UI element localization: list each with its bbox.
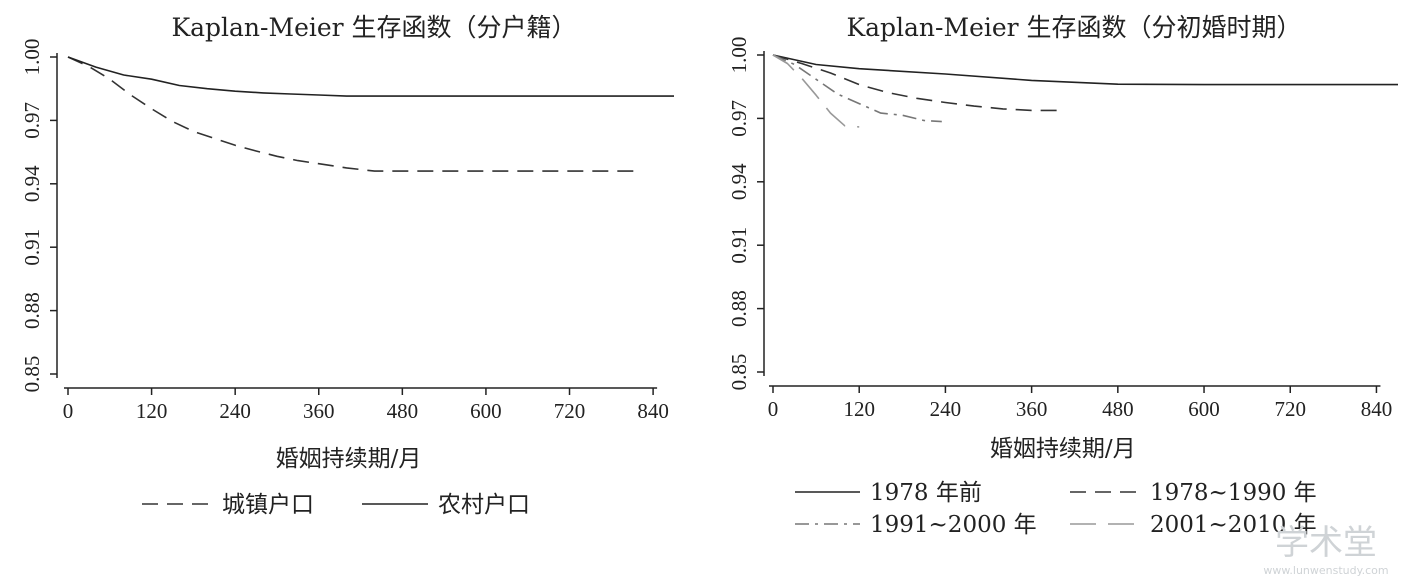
series-line-1 xyxy=(67,56,674,97)
watermark-main: 学术堂 xyxy=(1275,523,1377,563)
x-tick-label: 0 xyxy=(768,397,779,421)
x-tick-label: 120 xyxy=(843,397,875,421)
y-tick-label: 0.91 xyxy=(20,229,44,266)
y-tick-label: 1.00 xyxy=(20,39,44,76)
x-tick-label: 240 xyxy=(930,397,962,421)
y-tick-label: 0.91 xyxy=(727,227,751,264)
y-tick-label: 0.94 xyxy=(727,163,751,200)
watermark-url: www.lunwenstudy.com xyxy=(1263,564,1388,577)
y-tick-label: 0.97 xyxy=(20,102,44,139)
x-tick-label: 840 xyxy=(637,399,669,423)
x-tick-label: 480 xyxy=(1102,397,1134,421)
left-chart: Kaplan-Meier 生存函数（分户籍） 0.85 0.88 0.91 0.94 0.… xyxy=(20,13,674,518)
x-tick-label: 360 xyxy=(303,399,335,423)
x-tick-label: 720 xyxy=(554,399,586,423)
y-tick-label: 1.00 xyxy=(727,37,751,74)
x-axis-label: 婚姻持续期/月 xyxy=(990,436,1136,462)
y-tick-label: 0.85 xyxy=(727,354,751,391)
legend-label-3: 2001~2010 年 xyxy=(1150,512,1317,538)
y-tick-label: 0.94 xyxy=(20,165,44,202)
y-tick-label: 0.97 xyxy=(727,100,751,137)
legend-label-0: 1978 年前 xyxy=(870,480,982,506)
right-chart: Kaplan-Meier 生存函数（分初婚时期） 0.85 0.88 0.91 0.94… xyxy=(727,13,1398,538)
series-line-0 xyxy=(67,56,640,172)
x-tick-label: 0 xyxy=(63,399,74,423)
series-line-2 xyxy=(772,54,942,123)
x-tick-label: 840 xyxy=(1361,397,1393,421)
y-tick-label: 0.88 xyxy=(20,292,44,329)
chart-title: Kaplan-Meier 生存函数（分户籍） xyxy=(171,13,576,42)
legend-label-1: 1978~1990 年 xyxy=(1150,480,1317,506)
legend-label-2: 1991~2000 年 xyxy=(870,512,1037,538)
x-tick-label: 360 xyxy=(1016,397,1048,421)
y-tick-label: 0.88 xyxy=(727,290,751,327)
x-tick-label: 240 xyxy=(219,399,251,423)
series-line-0 xyxy=(772,54,1398,86)
x-tick-label: 120 xyxy=(136,399,168,423)
x-tick-label: 480 xyxy=(387,399,419,423)
y-tick-label: 0.85 xyxy=(20,356,44,393)
legend-label-1: 农村户口 xyxy=(438,492,530,518)
legend-label-0: 城镇户口 xyxy=(222,492,314,518)
x-tick-label: 600 xyxy=(470,399,502,423)
x-tick-label: 600 xyxy=(1188,397,1220,421)
chart-title: Kaplan-Meier 生存函数（分初婚时期） xyxy=(846,13,1301,42)
watermark: 学术堂 www.lunwenstudy.com xyxy=(1263,523,1388,577)
series-line-3 xyxy=(772,54,860,128)
series-line-1 xyxy=(772,54,1057,112)
x-tick-label: 720 xyxy=(1274,397,1306,421)
x-axis-label: 婚姻持续期/月 xyxy=(276,446,422,472)
